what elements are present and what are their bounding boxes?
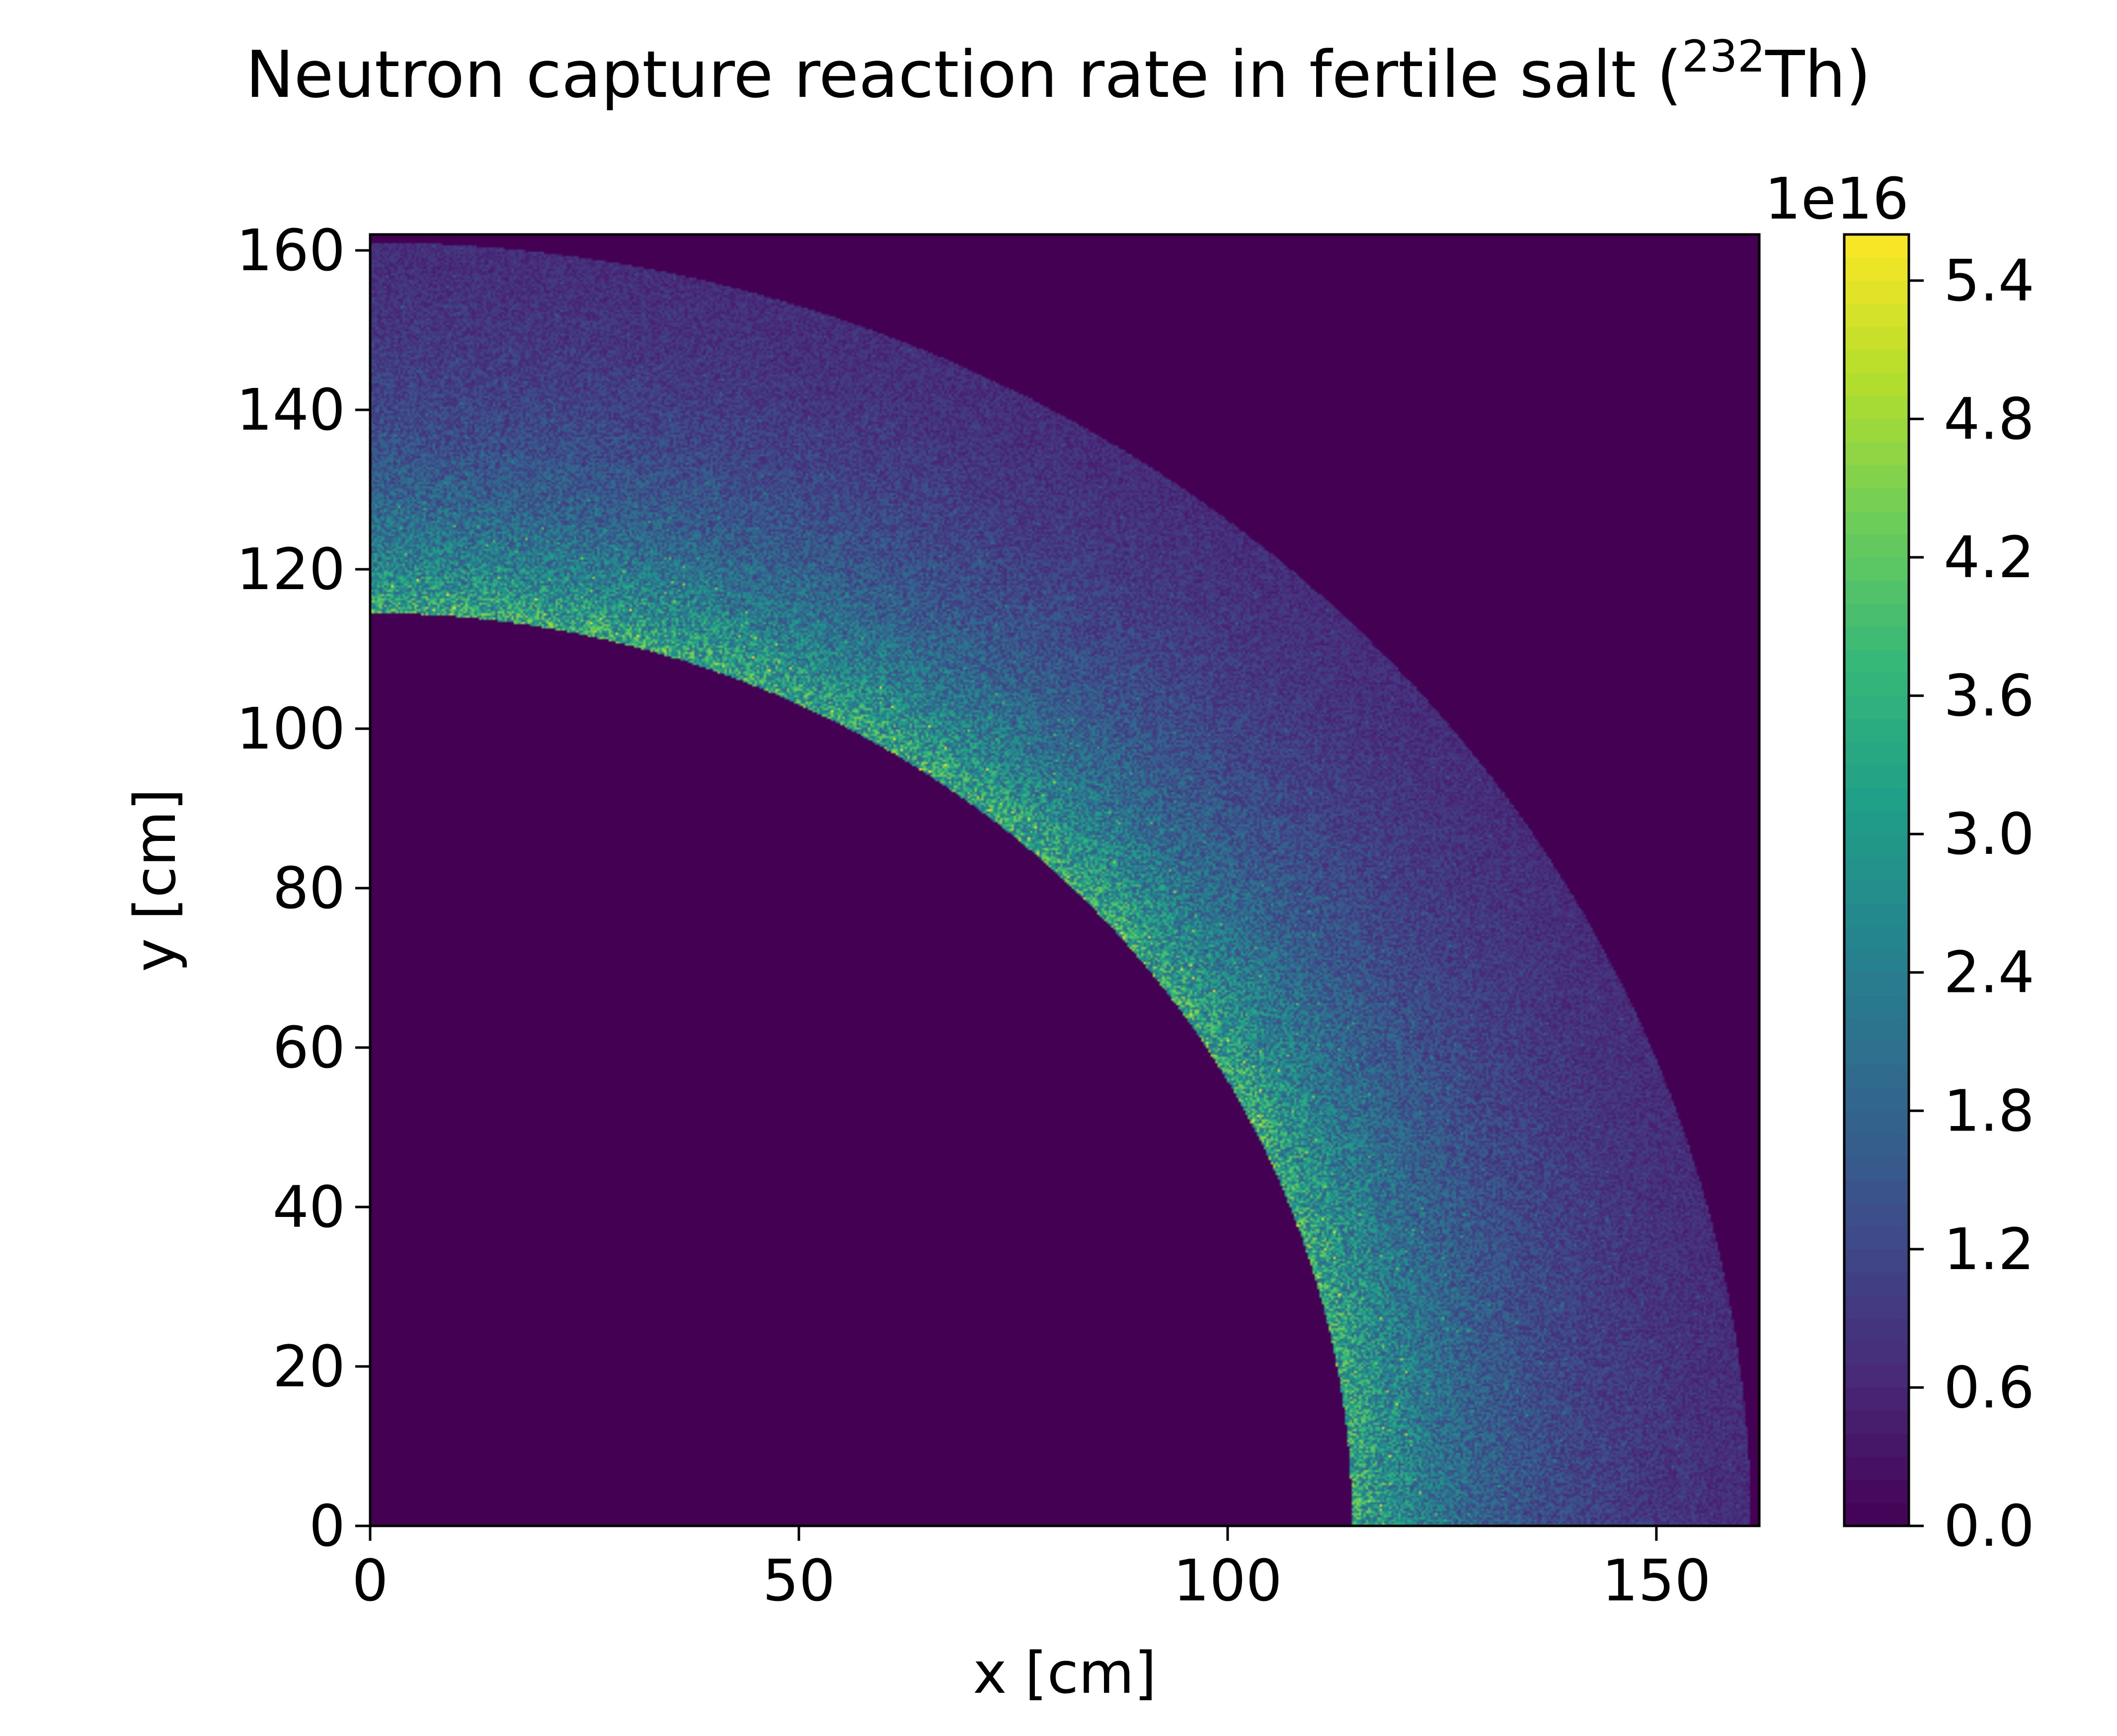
y-axis-ticks: 0 20 40 60 80 100 120 140 160 bbox=[236, 218, 370, 1560]
y-tick-label: 120 bbox=[236, 536, 346, 603]
colorbar-band bbox=[1844, 557, 1909, 581]
colorbar-band bbox=[1844, 1272, 1909, 1296]
x-tick-label: 0 bbox=[352, 1548, 388, 1614]
colorbar-band bbox=[1844, 695, 1909, 719]
colorbar-tick-label: 1.2 bbox=[1944, 1216, 2035, 1283]
colorbar-band bbox=[1844, 488, 1909, 512]
colorbar-band bbox=[1844, 1180, 1909, 1204]
colorbar-band bbox=[1844, 926, 1909, 950]
colorbar-band bbox=[1844, 534, 1909, 558]
colorbar-band bbox=[1844, 649, 1909, 673]
colorbar-band bbox=[1844, 741, 1909, 765]
colorbar-bands bbox=[1844, 234, 1909, 1526]
y-tick-label: 20 bbox=[273, 1334, 345, 1400]
y-tick-label: 40 bbox=[273, 1174, 345, 1241]
colorbar-band bbox=[1844, 949, 1909, 973]
y-tick-label: 100 bbox=[236, 696, 346, 762]
y-axis-label: y [cm] bbox=[122, 788, 189, 972]
colorbar-tick-label: 1.8 bbox=[1944, 1078, 2035, 1144]
colorbar-offset-label: 1e16 bbox=[1765, 166, 1909, 232]
colorbar-band bbox=[1844, 257, 1909, 281]
colorbar-band bbox=[1844, 995, 1909, 1019]
colorbar-band bbox=[1844, 1479, 1909, 1504]
x-axis-label: x [cm] bbox=[973, 1640, 1157, 1707]
colorbar: 0.0 0.6 1.2 1.8 2.4 3.0 3.6 4.2 4.8 5.4 1e16 bbox=[1765, 166, 2035, 1560]
colorbar-tick-label: 0.6 bbox=[1944, 1355, 2035, 1421]
colorbar-band bbox=[1844, 1295, 1909, 1319]
colorbar-band bbox=[1844, 626, 1909, 650]
colorbar-band bbox=[1844, 1341, 1909, 1365]
colorbar-band bbox=[1844, 787, 1909, 812]
colorbar-band bbox=[1844, 1456, 1909, 1480]
colorbar-band bbox=[1844, 1087, 1909, 1111]
colorbar-band bbox=[1844, 672, 1909, 696]
colorbar-band bbox=[1844, 1064, 1909, 1088]
colorbar-tick-label: 3.0 bbox=[1944, 801, 2035, 868]
colorbar-band bbox=[1844, 418, 1909, 443]
colorbar-band bbox=[1844, 303, 1909, 327]
colorbar-tick-label: 2.4 bbox=[1944, 940, 2035, 1006]
x-axis-ticks: 0 50 100 150 bbox=[352, 1526, 1711, 1614]
colorbar-band bbox=[1844, 1156, 1909, 1181]
colorbar-frame bbox=[1843, 233, 1910, 1527]
y-tick-label: 0 bbox=[309, 1493, 345, 1560]
colorbar-band bbox=[1844, 326, 1909, 350]
colorbar-tick-label: 5.4 bbox=[1944, 248, 2035, 314]
colorbar-band bbox=[1844, 833, 1909, 858]
colorbar-band bbox=[1844, 1203, 1909, 1226]
colorbar-band bbox=[1844, 464, 1909, 489]
colorbar-band bbox=[1844, 511, 1909, 535]
colorbar-band bbox=[1844, 764, 1909, 788]
colorbar-band bbox=[1844, 580, 1909, 604]
colorbar-band bbox=[1844, 442, 1909, 465]
heatmap-area bbox=[370, 234, 1759, 1526]
colorbar-band bbox=[1844, 903, 1909, 927]
chart-title-main: Neutron capture reaction rate in fertile… bbox=[245, 37, 1682, 112]
colorbar-band bbox=[1844, 1433, 1909, 1457]
colorbar-tick-label: 4.8 bbox=[1944, 386, 2035, 453]
y-tick-label: 160 bbox=[236, 218, 346, 284]
colorbar-band bbox=[1844, 1110, 1909, 1134]
colorbar-band bbox=[1844, 811, 1909, 834]
colorbar-band bbox=[1844, 1387, 1909, 1411]
chart-title: Neutron capture reaction rate in fertile… bbox=[245, 31, 1871, 113]
colorbar-band bbox=[1844, 880, 1909, 904]
colorbar-band bbox=[1844, 972, 1909, 996]
colorbar-band bbox=[1844, 1410, 1909, 1434]
colorbar-band bbox=[1844, 1041, 1909, 1065]
colorbar-band bbox=[1844, 395, 1909, 419]
colorbar-tick-label: 4.2 bbox=[1944, 525, 2035, 591]
colorbar-band bbox=[1844, 373, 1909, 396]
chart-title-superscript: 232 bbox=[1682, 31, 1765, 82]
colorbar-band bbox=[1844, 234, 1909, 258]
colorbar-band bbox=[1844, 1364, 1909, 1388]
y-tick-label: 60 bbox=[273, 1015, 345, 1081]
colorbar-band bbox=[1844, 349, 1909, 374]
colorbar-band bbox=[1844, 1225, 1909, 1250]
colorbar-band bbox=[1844, 1133, 1909, 1157]
y-tick-label: 80 bbox=[273, 855, 345, 922]
colorbar-band bbox=[1844, 1503, 1909, 1526]
heatmap-image bbox=[370, 234, 1759, 1526]
colorbar-ticks: 0.0 0.6 1.2 1.8 2.4 3.0 3.6 4.2 4.8 5.4 bbox=[1909, 248, 2035, 1560]
x-tick-label: 50 bbox=[763, 1548, 835, 1614]
colorbar-band bbox=[1844, 857, 1909, 881]
y-tick-label: 140 bbox=[236, 377, 346, 444]
plot-frame bbox=[369, 233, 1761, 1527]
x-tick-label: 150 bbox=[1602, 1548, 1711, 1614]
chart-title-suffix: Th) bbox=[1765, 37, 1871, 112]
colorbar-tick-label: 3.6 bbox=[1944, 663, 2035, 730]
colorbar-tick-label: 0.0 bbox=[1944, 1493, 2035, 1560]
colorbar-band bbox=[1844, 718, 1909, 742]
colorbar-band bbox=[1844, 603, 1909, 627]
colorbar-band bbox=[1844, 1249, 1909, 1273]
colorbar-band bbox=[1844, 280, 1909, 304]
colorbar-band bbox=[1844, 1318, 1909, 1342]
colorbar-band bbox=[1844, 1018, 1909, 1042]
x-tick-label: 100 bbox=[1173, 1548, 1282, 1614]
